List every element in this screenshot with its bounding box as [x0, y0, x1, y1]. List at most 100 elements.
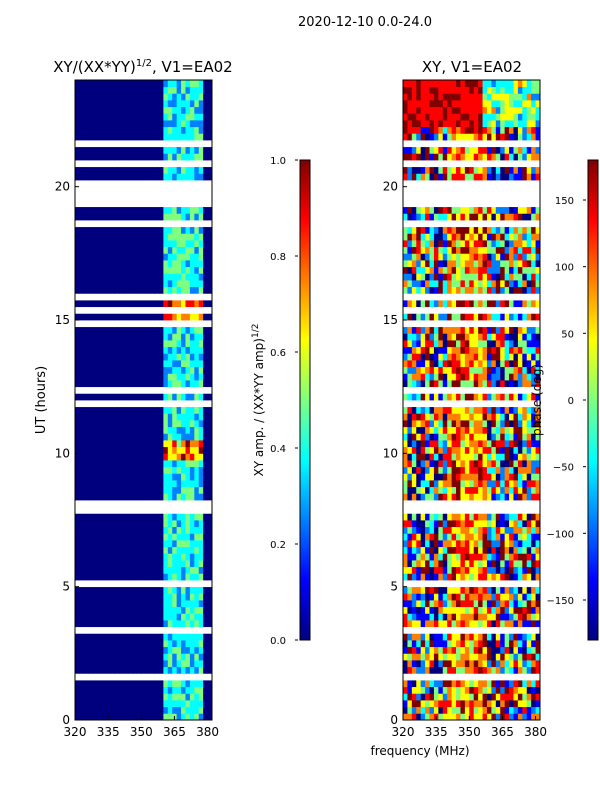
phase-cell: [452, 433, 457, 440]
amp-cell: [119, 607, 124, 614]
phase-cell: [513, 80, 518, 87]
phase-cell: [518, 693, 523, 700]
phase-cell: [522, 147, 527, 154]
phase-cell: [474, 167, 479, 174]
amp-cell: [115, 593, 120, 600]
amp-cell: [150, 260, 155, 267]
amp-cell: [137, 447, 142, 454]
phase-cell: [518, 687, 523, 694]
phase-cell: [496, 267, 501, 274]
phase-cell: [483, 240, 488, 247]
amp-cell: [190, 567, 195, 574]
amp-cell: [124, 233, 129, 240]
amp-cell: [199, 607, 204, 614]
amp-cell: [128, 667, 133, 674]
amp-cell: [199, 260, 204, 267]
amp-cell: [110, 287, 115, 294]
phase-cell: [430, 600, 435, 607]
phase-cell: [505, 540, 510, 547]
phase-cell: [478, 447, 483, 454]
phase-cell: [483, 540, 488, 547]
amp-flagged-row: [75, 187, 212, 194]
amp-cell: [124, 547, 129, 554]
amp-cell: [119, 100, 124, 107]
phase-cell: [518, 227, 523, 234]
phase-cell: [460, 653, 465, 660]
amp-cell: [168, 513, 173, 520]
amp-cell: [159, 240, 164, 247]
amp-cell: [115, 480, 120, 487]
amp-cell: [97, 547, 102, 554]
amp-cell: [132, 153, 137, 160]
phase-cell: [452, 520, 457, 527]
amp-cell: [110, 587, 115, 594]
amp-cell: [150, 647, 155, 654]
amp-cell: [172, 407, 177, 414]
phase-cell: [416, 593, 421, 600]
amp-cell: [137, 520, 142, 527]
phase-cell: [430, 440, 435, 447]
phase-cell: [416, 367, 421, 374]
phase-cell: [505, 667, 510, 674]
amp-cell: [115, 113, 120, 120]
right-x-tick-label: 335: [425, 725, 448, 739]
amp-cell: [163, 420, 168, 427]
phase-cell: [474, 227, 479, 234]
phase-cell: [460, 660, 465, 667]
amp-cell: [159, 247, 164, 254]
amp-cell: [79, 420, 84, 427]
phase-cell: [425, 667, 430, 674]
phase-cell: [513, 120, 518, 127]
amp-cell: [110, 647, 115, 654]
amp-cell: [185, 460, 190, 467]
phase-cell: [505, 613, 510, 620]
amp-cell: [194, 213, 199, 220]
phase-cell: [469, 373, 474, 380]
amp-cell: [190, 453, 195, 460]
phase-cell: [416, 147, 421, 154]
phase-cell: [416, 353, 421, 360]
phase-cell: [531, 227, 536, 234]
phase-cell: [416, 633, 421, 640]
phase-cell: [452, 527, 457, 534]
phase-cell: [513, 613, 518, 620]
amp-cell: [203, 527, 208, 534]
phase-cell: [425, 640, 430, 647]
phase-cell: [491, 647, 496, 654]
amp-cell: [119, 433, 124, 440]
phase-cell: [500, 380, 505, 387]
amp-cell: [119, 713, 124, 720]
phase-cell: [487, 247, 492, 254]
amp-cell: [150, 340, 155, 347]
amp-cell: [181, 713, 186, 720]
amp-cell: [172, 120, 177, 127]
amp-cell: [181, 600, 186, 607]
phase-cell: [483, 93, 488, 100]
phase-cell: [425, 520, 430, 527]
phase-cell: [421, 267, 426, 274]
phase-cell: [416, 527, 421, 534]
phase-cell: [505, 700, 510, 707]
amp-cell: [93, 287, 98, 294]
phase-cell: [469, 153, 474, 160]
amp-cell: [79, 553, 84, 560]
phase-cell: [478, 513, 483, 520]
phase-cell: [416, 87, 421, 94]
amp-cell: [146, 93, 151, 100]
phase-cell: [412, 333, 417, 340]
phase-cell: [456, 373, 461, 380]
phase-cell: [456, 100, 461, 107]
phase-cell: [460, 693, 465, 700]
phase-cell: [456, 653, 461, 660]
phase-cell: [403, 433, 408, 440]
phase-cell: [505, 287, 510, 294]
phase-cell: [407, 547, 412, 554]
amp-cell: [141, 547, 146, 554]
amp-cell: [168, 393, 173, 400]
amp-cell: [199, 347, 204, 354]
phase-cell: [505, 633, 510, 640]
phase-cell: [456, 447, 461, 454]
amp-cell: [146, 700, 151, 707]
amp-cell: [159, 473, 164, 480]
amp-cell: [128, 287, 133, 294]
